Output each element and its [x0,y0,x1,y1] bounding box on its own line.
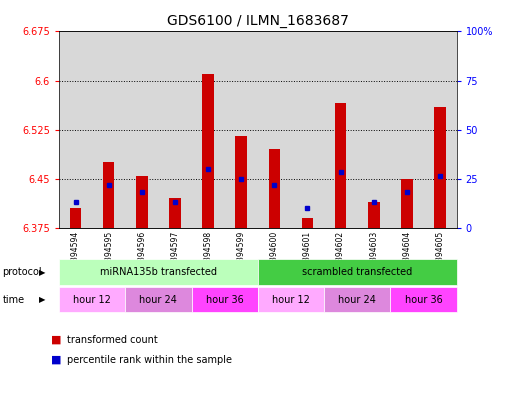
Bar [136,176,148,228]
Text: hour 24: hour 24 [338,295,376,305]
Bar [169,198,181,228]
Text: miRNA135b transfected: miRNA135b transfected [100,267,217,277]
Bar [202,74,214,228]
Bar [225,31,258,228]
Text: percentile rank within the sample: percentile rank within the sample [67,354,232,365]
Text: transformed count: transformed count [67,335,157,345]
Bar [258,31,291,228]
Bar [103,162,114,228]
Text: hour 12: hour 12 [272,295,310,305]
Bar [191,31,225,228]
Text: hour 24: hour 24 [140,295,177,305]
Bar [368,202,380,228]
Text: ▶: ▶ [38,268,45,277]
Bar [235,136,247,228]
Text: protocol: protocol [3,267,42,277]
Bar [423,31,457,228]
Title: GDS6100 / ILMN_1683687: GDS6100 / ILMN_1683687 [167,14,349,28]
Bar [401,179,412,228]
Bar [324,31,357,228]
Text: hour 12: hour 12 [73,295,111,305]
Bar [268,149,280,228]
Text: ■: ■ [51,335,62,345]
Text: time: time [3,295,25,305]
Bar [159,31,191,228]
Bar [59,31,92,228]
Bar [357,31,390,228]
Text: ▶: ▶ [38,295,45,304]
Bar [291,31,324,228]
Text: hour 36: hour 36 [206,295,244,305]
Text: ■: ■ [51,354,62,365]
Bar [335,103,346,228]
Bar [434,107,446,228]
Bar [92,31,125,228]
Text: scrambled transfected: scrambled transfected [302,267,412,277]
Bar [125,31,159,228]
Bar [302,218,313,228]
Text: hour 36: hour 36 [405,295,442,305]
Bar [70,208,82,228]
Bar [390,31,423,228]
